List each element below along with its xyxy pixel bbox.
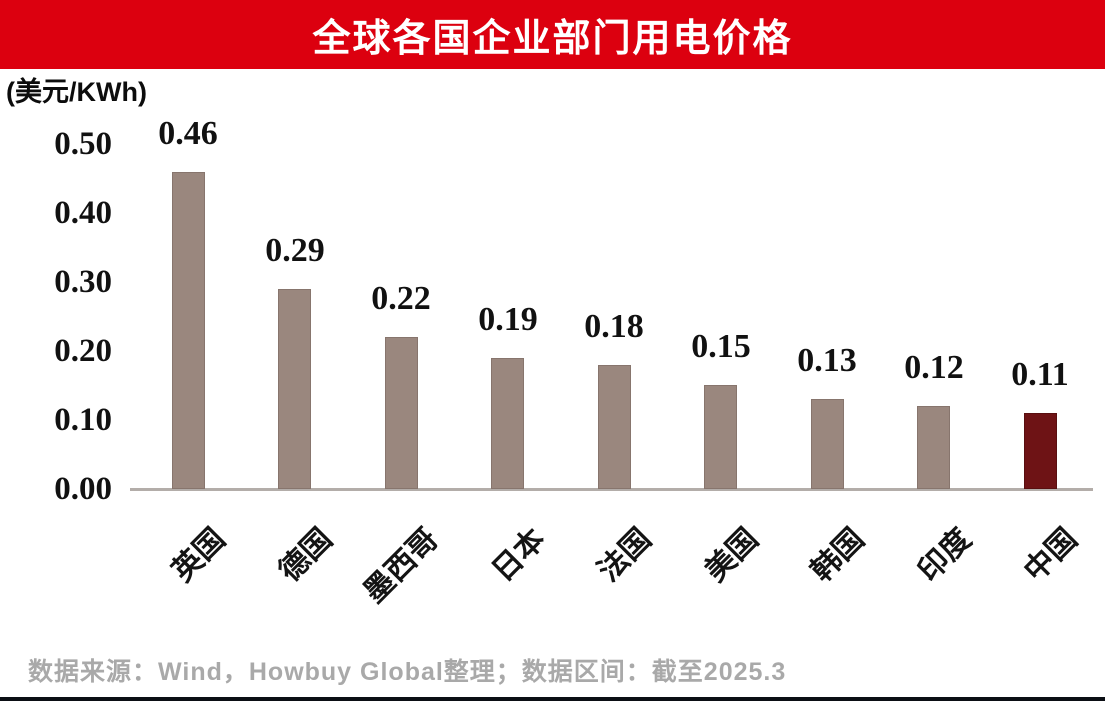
bar <box>278 289 311 489</box>
bar-value-label: 0.19 <box>478 301 538 338</box>
bar <box>704 385 737 489</box>
title-banner: 全球各国企业部门用电价格 <box>0 0 1105 69</box>
x-category-label: 英国 <box>165 522 232 589</box>
bar-value-label: 0.13 <box>797 342 857 379</box>
bottom-divider <box>0 697 1105 701</box>
bar <box>172 172 205 489</box>
bar-value-label: 0.11 <box>1011 356 1069 393</box>
page-title: 全球各国企业部门用电价格 <box>312 18 793 60</box>
y-axis-unit-label: (美元/KWh) <box>6 77 147 107</box>
x-category-label: 美国 <box>698 522 765 589</box>
bar <box>491 358 524 489</box>
x-category-label: 墨西哥 <box>357 522 445 610</box>
y-tick-label: 0.00 <box>54 471 112 507</box>
y-tick-label: 0.10 <box>54 402 112 438</box>
bar <box>811 399 844 489</box>
bar-value-label: 0.46 <box>158 115 218 152</box>
bar-highlighted <box>1024 413 1057 489</box>
x-category-label: 中国 <box>1017 522 1084 589</box>
y-tick-label: 0.40 <box>54 195 112 231</box>
y-tick-label: 0.50 <box>54 126 112 162</box>
x-category-label: 德国 <box>272 522 339 589</box>
x-category-label: 韩国 <box>804 522 871 589</box>
y-tick-label: 0.20 <box>54 333 112 369</box>
x-category-label: 法国 <box>591 522 658 589</box>
x-category-label: 印度 <box>911 522 978 589</box>
bar-value-label: 0.15 <box>691 328 751 365</box>
y-tick-label: 0.30 <box>54 264 112 300</box>
bar-value-label: 0.22 <box>371 280 431 317</box>
source-note: 数据来源：Wind，Howbuy Global整理；数据区间：截至2025.3 <box>28 658 787 686</box>
bar-value-label: 0.18 <box>584 308 644 345</box>
x-category-label: 日本 <box>485 522 552 589</box>
bar <box>917 406 950 489</box>
x-axis-line <box>130 488 1093 491</box>
bar <box>385 337 418 489</box>
bar <box>598 365 631 489</box>
bar-value-label: 0.12 <box>904 349 964 386</box>
bar-value-label: 0.29 <box>265 232 325 269</box>
